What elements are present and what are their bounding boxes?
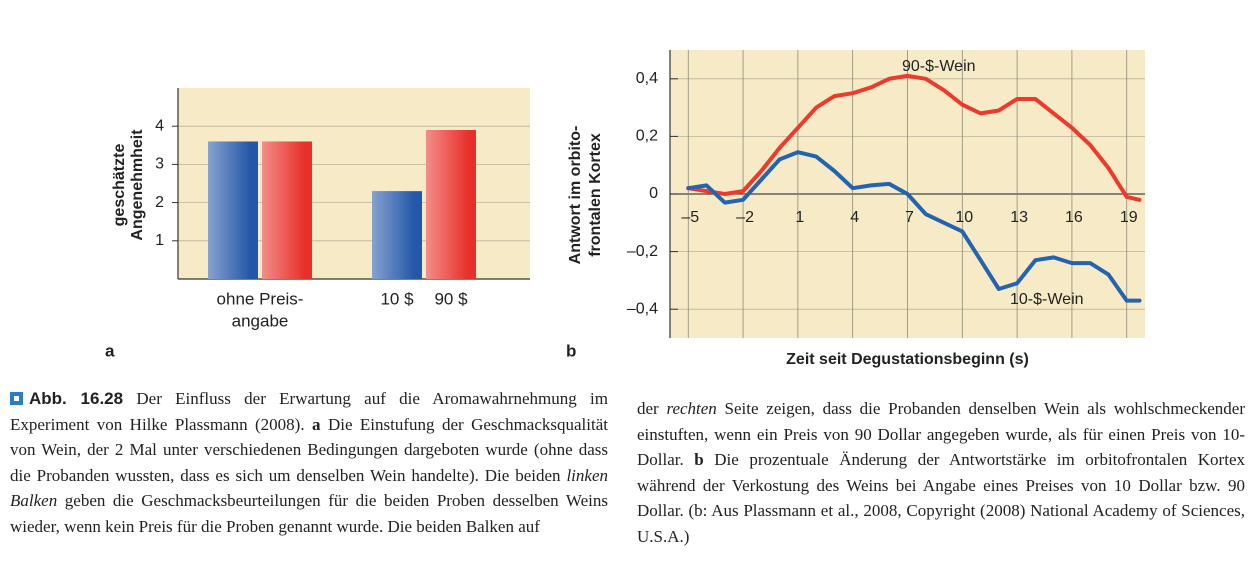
caption-text: Die prozentuale Änderung der Antwortstär… xyxy=(637,450,1245,546)
x-tick-label: 10 xyxy=(955,209,973,226)
y-tick-label: 1 xyxy=(155,232,164,249)
x-tick-label: 90 $ xyxy=(434,289,468,308)
y-tick-label: 0 xyxy=(649,185,658,202)
y-tick-label: –0,2 xyxy=(627,243,658,260)
y-axis-label: geschätzte xyxy=(111,144,128,227)
bar-shade xyxy=(208,141,258,279)
panel-letter: a xyxy=(105,341,115,360)
x-tick-label: 10 $ xyxy=(380,289,414,308)
y-tick-label: –0,4 xyxy=(627,300,658,317)
caption-text: b xyxy=(694,450,704,469)
x-tick-label: 13 xyxy=(1010,209,1028,226)
caption-text: a xyxy=(312,414,321,434)
y-tick-label: 4 xyxy=(155,117,164,134)
bar-shade xyxy=(372,191,422,279)
x-tick-label: angabe xyxy=(232,311,289,330)
y-axis-label: frontalen Kortex xyxy=(587,133,604,257)
caption-text: Abb. 16.28 xyxy=(29,389,124,408)
y-tick-label: 0,2 xyxy=(636,128,658,145)
y-axis-label: Antwort im orbito- xyxy=(567,126,584,265)
caption-text: Der Einfluss der Erwartung auf die Aroma… xyxy=(10,389,608,434)
x-tick-label: 4 xyxy=(850,209,859,226)
y-tick-label: 3 xyxy=(155,156,164,173)
panel-letter: b xyxy=(566,341,576,360)
y-axis-label: Angenehmheit xyxy=(129,129,146,241)
caption-text: Seite zeigen, dass die Probanden denselb… xyxy=(637,399,1245,469)
series-label: 90-$-Wein xyxy=(902,58,976,75)
caption-text: rechten xyxy=(666,399,717,418)
caption-text: geben die Geschmacksbeurteilungen für di… xyxy=(10,491,608,536)
x-tick-label: 1 xyxy=(795,209,804,226)
x-tick-label: 7 xyxy=(905,209,914,226)
caption-text: linken Balken xyxy=(10,465,608,511)
bar-shade xyxy=(262,141,312,279)
x-tick-label: 19 xyxy=(1120,209,1138,226)
caption-icon xyxy=(10,392,23,405)
x-axis-label: Zeit seit Degustationsbeginn (s) xyxy=(786,351,1029,368)
line xyxy=(686,150,1142,303)
x-tick-label: ohne Preis- xyxy=(217,289,304,308)
caption-left: Abb. 16.28 Der Einfluss der Erwartung au… xyxy=(10,386,608,539)
caption-text: Die Einstufung der Geschmacksqualität vo… xyxy=(10,414,608,485)
x-tick-label: 16 xyxy=(1065,209,1083,226)
x-tick-label: –5 xyxy=(681,209,699,226)
series-label: 10-$-Wein xyxy=(1010,291,1084,308)
caption-right: der rechten Seite zeigen, dass die Proba… xyxy=(637,396,1245,549)
y-tick-label: 0,4 xyxy=(636,70,658,87)
bar-shade xyxy=(426,130,476,279)
x-tick-label: –2 xyxy=(736,209,754,226)
y-tick-label: 2 xyxy=(155,194,164,211)
caption-text: der xyxy=(637,399,667,418)
line xyxy=(686,73,1142,202)
